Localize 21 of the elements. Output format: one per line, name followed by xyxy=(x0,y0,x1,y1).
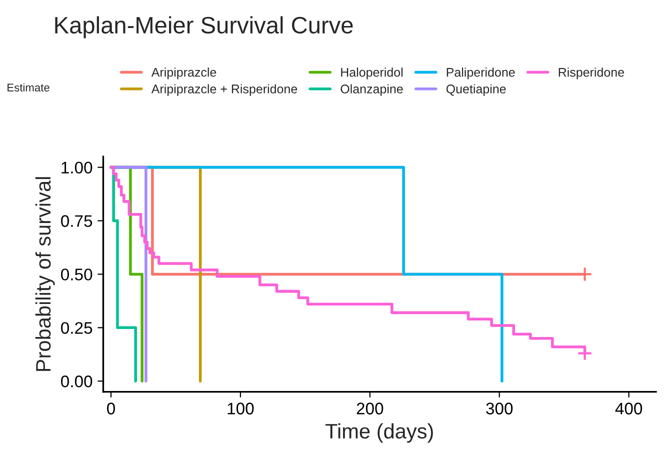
legend-label: Paliperidone xyxy=(446,68,515,80)
y-tick-label: 0.00 xyxy=(61,376,92,388)
x-tick-label: 400 xyxy=(615,402,642,414)
legend-label: Haloperidol xyxy=(341,68,403,80)
legend-label: Aripiprazcle xyxy=(151,68,216,80)
legend-label: Olanzapine xyxy=(340,84,403,96)
x-tick-label: 100 xyxy=(228,402,254,414)
x-tick-label: 300 xyxy=(486,402,513,414)
y-tick-label: 0.25 xyxy=(61,322,92,334)
x-tick-label: 200 xyxy=(356,402,384,414)
legend-label: Quetiapine xyxy=(446,84,506,96)
x-axis-title: Time (days) xyxy=(326,423,433,443)
chart-title: Kaplan-Meier Survival Curve xyxy=(55,16,353,38)
y-tick-label: 1.00 xyxy=(62,162,92,174)
y-tick-label: 0.75 xyxy=(61,215,92,227)
legend-title: Estimate xyxy=(8,83,50,92)
y-tick-label: 0.50 xyxy=(61,268,92,280)
legend-label: Aripiprazcle + Risperidone xyxy=(151,84,298,96)
legend-label: Risperidone xyxy=(558,68,624,80)
y-axis-title: Probability of survival xyxy=(35,177,55,371)
x-tick-label: 0 xyxy=(107,402,115,414)
